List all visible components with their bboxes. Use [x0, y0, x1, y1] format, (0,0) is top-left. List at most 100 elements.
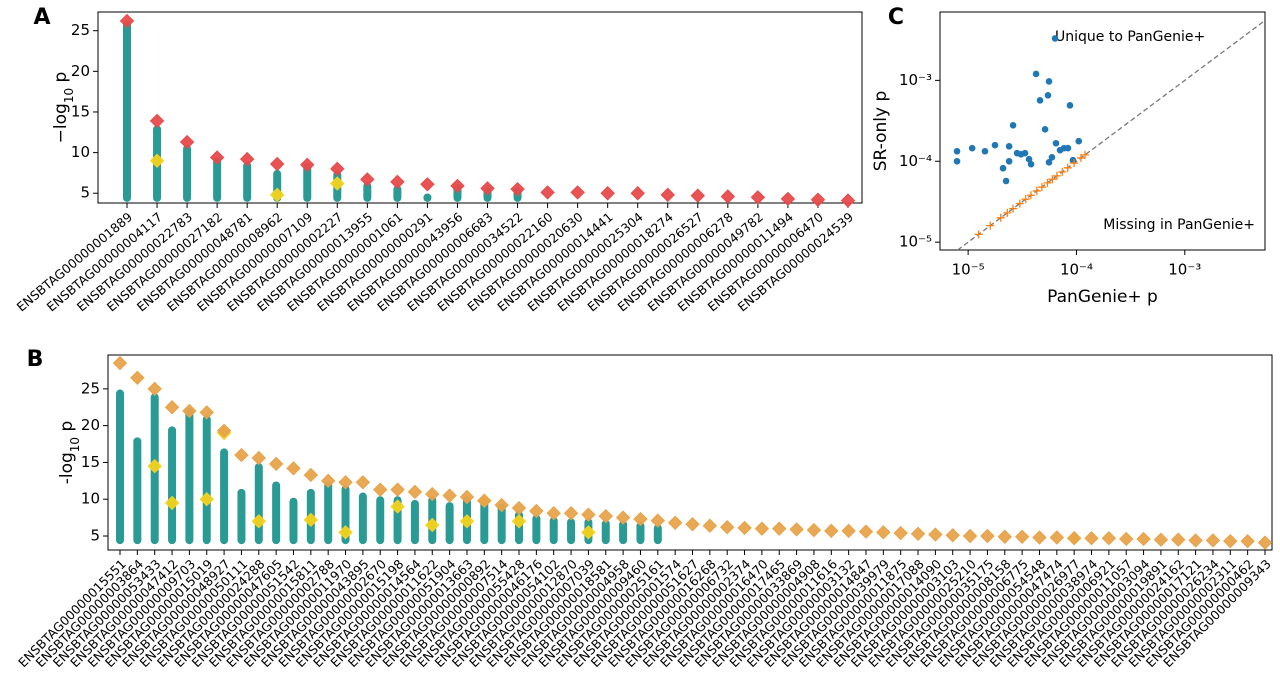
lead-diamond	[685, 517, 700, 532]
lead-diamond	[772, 521, 787, 536]
scatter-point	[1066, 102, 1074, 109]
lead-diamond	[164, 495, 180, 511]
cross-point	[1058, 167, 1067, 176]
lead-diamond	[1257, 535, 1273, 550]
y-tick-label: 5	[90, 527, 100, 545]
lead-diamond	[303, 512, 319, 528]
scatter-point	[1051, 35, 1059, 42]
lead-diamond	[390, 482, 405, 497]
lead-diamond	[780, 191, 796, 207]
lead-diamond	[1171, 532, 1186, 547]
y-axis-label-part: -log	[57, 452, 77, 484]
y-axis-label-part: −log	[51, 103, 71, 143]
cross-point	[1032, 186, 1041, 195]
y-axis-label-part: p	[51, 72, 71, 88]
point-strip	[567, 518, 576, 545]
lead-diamond	[980, 528, 995, 544]
cross-point	[974, 230, 983, 239]
cross-point	[996, 213, 1005, 222]
lead-diamond	[510, 181, 525, 197]
lead-diamond	[1014, 529, 1030, 544]
lead-diamond	[546, 506, 561, 521]
point-strip	[423, 193, 432, 202]
point-strip	[363, 182, 372, 202]
scatter-point	[1064, 144, 1072, 152]
point-strip	[480, 499, 489, 545]
cross-point	[1021, 195, 1030, 204]
lead-diamond	[149, 113, 165, 129]
lead-diamond	[442, 488, 457, 503]
lead-diamond	[660, 187, 675, 203]
point-strip	[116, 389, 124, 545]
scatter-point	[1044, 92, 1052, 99]
scatter-point	[953, 147, 961, 155]
lead-diamond	[841, 523, 856, 539]
lead-diamond	[650, 513, 666, 528]
lead-diamond	[719, 519, 735, 535]
lead-diamond	[754, 521, 770, 536]
lead-diamond	[1119, 531, 1134, 547]
point-strip	[289, 497, 298, 545]
point-strip	[445, 502, 454, 545]
lead-diamond	[1032, 530, 1047, 545]
lead-diamond	[581, 507, 596, 522]
panel-label: B	[27, 347, 44, 372]
lead-diamond	[239, 151, 255, 167]
point-strip	[324, 481, 333, 545]
lead-diamond	[338, 475, 353, 490]
y-tick-label: 20	[81, 416, 100, 434]
lead-diamond	[615, 510, 631, 525]
lead-diamond	[199, 492, 214, 507]
lead-diamond	[893, 525, 908, 541]
lead-diamond	[1240, 533, 1255, 549]
lead-diamond	[928, 527, 943, 542]
y-axis-label-part: 10	[62, 88, 76, 103]
lead-diamond	[570, 185, 585, 200]
lead-diamond	[338, 525, 353, 540]
lead-diamond	[182, 403, 197, 419]
lead-diamond	[420, 177, 435, 192]
lead-diamond	[1153, 532, 1169, 547]
panel-label: C	[888, 5, 904, 30]
point-strip	[272, 481, 281, 545]
annotation: Unique to PanGenie+	[1055, 29, 1205, 45]
lead-diamond	[840, 193, 856, 208]
lead-diamond	[910, 526, 926, 542]
point-strip	[123, 21, 131, 202]
lead-diamond	[563, 506, 579, 521]
x-tick-label: 10⁻⁵	[952, 261, 985, 279]
point-strip	[653, 524, 662, 545]
lead-diamond	[300, 157, 315, 173]
point-strip	[237, 488, 246, 545]
point-strip	[243, 161, 252, 202]
y-axis-label: -log10 p	[57, 421, 82, 485]
lead-diamond	[270, 156, 285, 172]
point-strip	[183, 144, 192, 202]
lead-diamond	[209, 150, 225, 165]
lead-diamond	[390, 499, 405, 514]
y-tick-label: 10	[71, 143, 90, 161]
lead-diamond	[540, 185, 555, 200]
lead-diamond	[511, 500, 527, 516]
scatter-point	[968, 144, 976, 152]
reference-line	[957, 19, 1266, 251]
lead-diamond	[330, 161, 345, 177]
lead-diamond	[667, 515, 683, 530]
lead-diamond	[806, 522, 822, 538]
lead-diamond	[303, 467, 319, 483]
lead-diamond	[130, 370, 145, 386]
scatter-point	[1041, 126, 1049, 133]
cross-point	[1037, 183, 1046, 192]
lead-diamond	[962, 528, 978, 544]
scatter-point	[1027, 160, 1035, 168]
y-tick-label: 25	[71, 21, 90, 39]
lead-diamond	[858, 524, 874, 539]
lead-diamond	[1101, 531, 1117, 546]
lead-diamond	[251, 514, 266, 529]
scatter-point	[953, 157, 961, 165]
lead-diamond	[702, 518, 718, 533]
scatter-point	[1002, 177, 1010, 185]
scatter-point	[1052, 139, 1060, 147]
lead-diamond	[1205, 533, 1221, 548]
